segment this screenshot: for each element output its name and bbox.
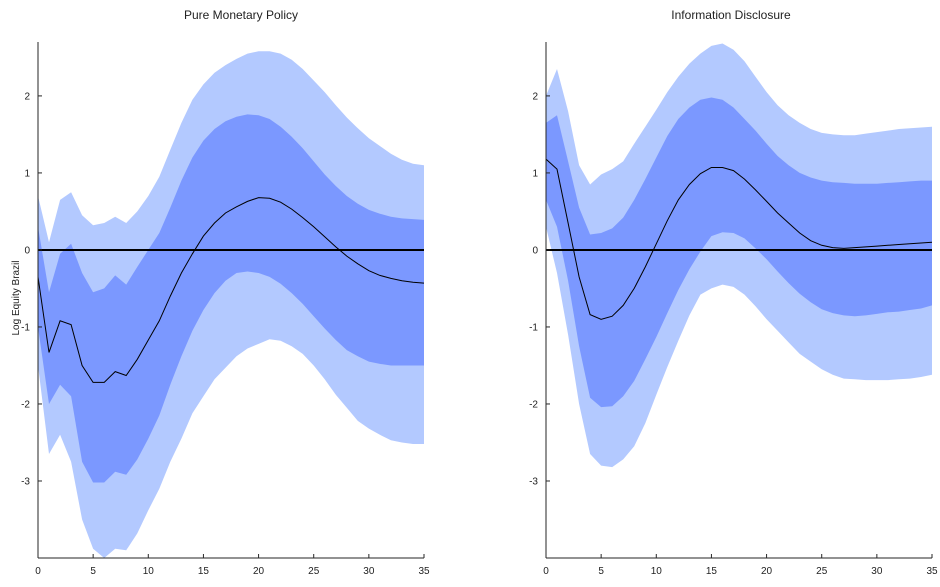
confidence-bands <box>546 43 932 468</box>
x-tick-label: 10 <box>143 566 155 577</box>
x-tick-label: 0 <box>543 566 549 577</box>
median-response-line <box>545 158 933 320</box>
x-tick-label: 35 <box>418 566 430 577</box>
chart-title: Information Disclosure <box>671 8 791 22</box>
y-tick-label: -2 <box>21 399 30 410</box>
y-tick-label: -1 <box>529 322 538 333</box>
y-tick-label: -3 <box>529 476 538 487</box>
x-tick-label: 30 <box>871 566 883 577</box>
median-response-line <box>37 197 425 383</box>
y-tick-label: 2 <box>24 91 30 102</box>
y-tick-label: -2 <box>529 399 538 410</box>
inner-confidence-band <box>546 97 932 408</box>
x-tick-label: 25 <box>308 566 320 577</box>
y-tick-label: -1 <box>21 322 30 333</box>
x-tick-label: 0 <box>35 566 41 577</box>
chart-title: Pure Monetary Policy <box>184 8 298 22</box>
x-tick-label: 20 <box>761 566 773 577</box>
y-tick-label: 2 <box>532 91 538 102</box>
x-tick-label: 30 <box>363 566 375 577</box>
x-tick-label: 5 <box>90 566 96 577</box>
y-axis-label: Log Equity Brazil <box>11 260 22 335</box>
x-tick-label: 15 <box>198 566 210 577</box>
inner-confidence-band <box>38 114 424 483</box>
y-tick-label: 1 <box>532 168 538 179</box>
x-tick-label: 35 <box>926 566 938 577</box>
x-tick-label: 25 <box>816 566 828 577</box>
y-tick-label: -3 <box>21 476 30 487</box>
confidence-bands <box>38 51 424 558</box>
y-tick-label: 0 <box>532 245 538 256</box>
y-tick-label: 0 <box>24 245 30 256</box>
x-tick-label: 5 <box>598 566 604 577</box>
x-tick-label: 10 <box>651 566 663 577</box>
x-tick-label: 20 <box>253 566 265 577</box>
y-tick-label: 1 <box>24 168 30 179</box>
x-tick-label: 15 <box>706 566 718 577</box>
chart-panel-pure-monetary-policy: Pure Monetary Policy Log Equity Brazil -… <box>11 8 430 577</box>
